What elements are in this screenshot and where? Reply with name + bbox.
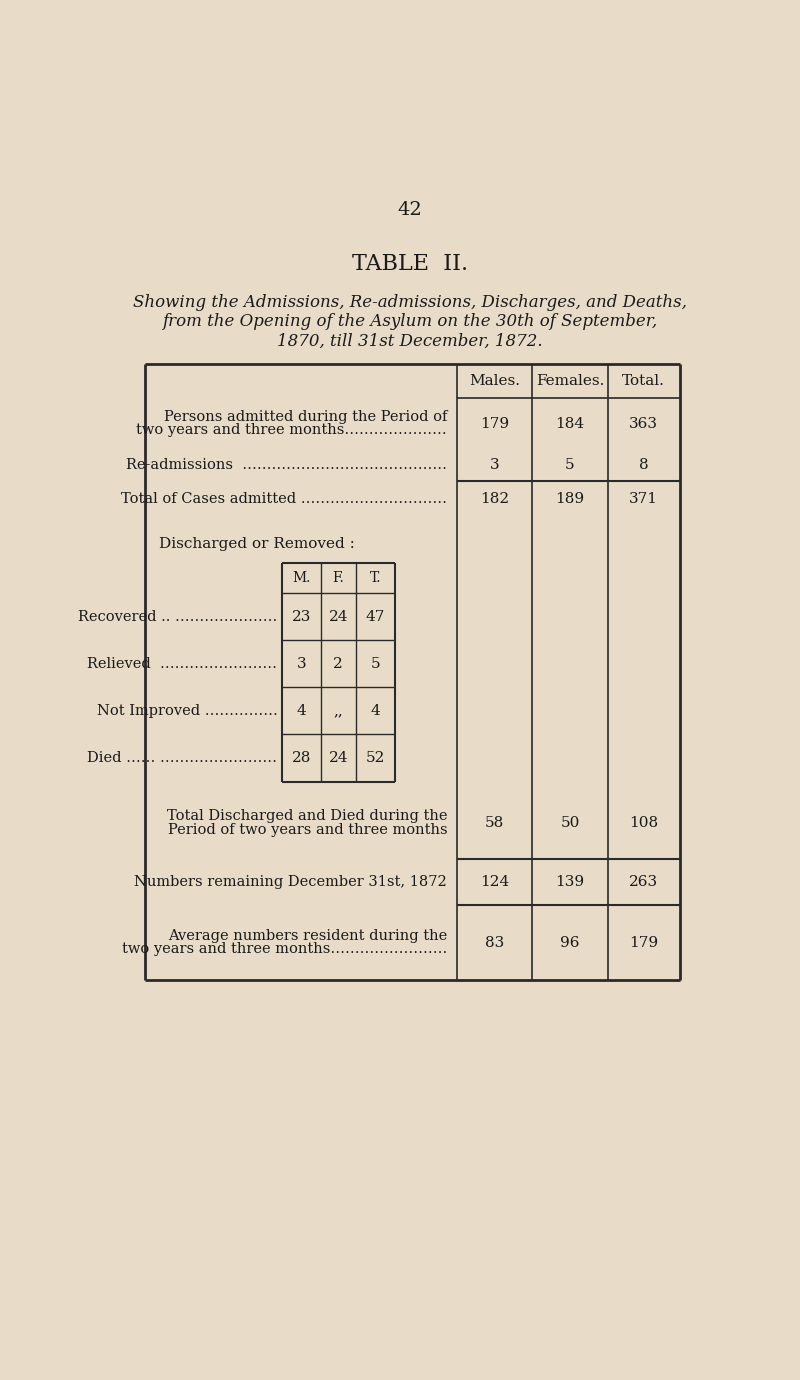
Text: two years and three months……………………: two years and three months…………………… [122, 943, 447, 956]
Text: Males.: Males. [469, 374, 520, 388]
Text: 179: 179 [629, 936, 658, 949]
Text: 58: 58 [485, 816, 504, 831]
Text: 23: 23 [292, 610, 311, 624]
Text: 5: 5 [370, 657, 380, 671]
Text: 5: 5 [566, 458, 575, 472]
Text: Females.: Females. [536, 374, 604, 388]
Text: Total.: Total. [622, 374, 665, 388]
Text: Total of Cases admitted …………………………: Total of Cases admitted ………………………… [122, 493, 447, 506]
Text: Average numbers resident during the: Average numbers resident during the [168, 929, 447, 943]
Text: M.: M. [292, 571, 310, 585]
Text: 189: 189 [555, 493, 585, 506]
Text: 4: 4 [370, 704, 380, 718]
Text: 28: 28 [292, 751, 311, 765]
Text: 1870, till 31st December, 1872.: 1870, till 31st December, 1872. [277, 333, 543, 349]
Text: Relieved  ……………………: Relieved …………………… [87, 657, 278, 671]
Text: TABLE  II.: TABLE II. [352, 253, 468, 275]
Text: 8: 8 [639, 458, 649, 472]
Text: 50: 50 [560, 816, 580, 831]
Text: T.: T. [370, 571, 381, 585]
Text: 371: 371 [629, 493, 658, 506]
Text: Showing the Admissions, Re-admissions, Discharges, and Deaths,: Showing the Admissions, Re-admissions, D… [133, 294, 687, 310]
Text: Persons admitted during the Period of: Persons admitted during the Period of [164, 410, 447, 424]
Text: 3: 3 [297, 657, 306, 671]
Text: Numbers remaining December 31st, 1872: Numbers remaining December 31st, 1872 [134, 875, 447, 889]
Text: 263: 263 [629, 875, 658, 889]
Text: 24: 24 [329, 610, 348, 624]
Text: 182: 182 [480, 493, 509, 506]
Text: 47: 47 [366, 610, 385, 624]
Text: 139: 139 [555, 875, 585, 889]
Text: F.: F. [333, 571, 344, 585]
Text: 2: 2 [334, 657, 343, 671]
Text: from the Opening of the Asylum on the 30th of September,: from the Opening of the Asylum on the 30… [162, 313, 658, 330]
Text: 4: 4 [297, 704, 306, 718]
Text: two years and three months…………………: two years and three months………………… [137, 424, 447, 437]
Text: Discharged or Removed :: Discharged or Removed : [159, 537, 354, 552]
Text: Not Improved ……………: Not Improved …………… [97, 704, 278, 718]
Text: Total Discharged and Died during the: Total Discharged and Died during the [166, 809, 447, 824]
Text: 184: 184 [555, 417, 585, 431]
Text: 96: 96 [560, 936, 580, 949]
Text: 83: 83 [485, 936, 504, 949]
Text: Recovered .. …………………: Recovered .. ………………… [78, 610, 278, 624]
Text: 3: 3 [490, 458, 499, 472]
Text: 363: 363 [629, 417, 658, 431]
Text: Re-admissions  ……………………………………: Re-admissions …………………………………… [126, 458, 447, 472]
Text: 42: 42 [398, 201, 422, 219]
Text: ,,: ,, [334, 704, 343, 718]
Text: 24: 24 [329, 751, 348, 765]
Text: Died …… ……………………: Died …… …………………… [87, 751, 278, 765]
Text: 52: 52 [366, 751, 385, 765]
Text: 108: 108 [629, 816, 658, 831]
Text: 179: 179 [480, 417, 509, 431]
Text: Period of two years and three months: Period of two years and three months [167, 822, 447, 838]
Text: 124: 124 [480, 875, 509, 889]
